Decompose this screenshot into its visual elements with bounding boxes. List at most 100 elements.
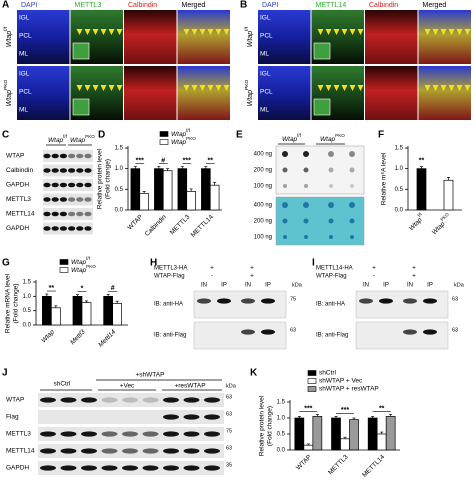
- column-header: DAPI: [262, 2, 278, 9]
- band: [423, 298, 437, 304]
- x-tick-label: Wtap: [40, 328, 56, 344]
- arrowhead: [440, 85, 447, 91]
- label-sup: f/f: [3, 26, 9, 31]
- bar: [162, 170, 173, 211]
- layer-label: ML: [260, 107, 269, 114]
- column-header: Merged: [182, 2, 206, 9]
- band: [423, 329, 437, 335]
- panel-letter: J: [2, 368, 8, 379]
- band: [197, 298, 211, 304]
- inset: [72, 42, 90, 60]
- arrowhead: [223, 85, 230, 91]
- band: [84, 197, 92, 202]
- legend-swatch: [307, 370, 317, 376]
- band: [68, 197, 76, 202]
- sign: -: [373, 273, 375, 280]
- y-tick-label: 1.5: [23, 280, 32, 286]
- marker: 63: [452, 296, 458, 302]
- band: [43, 153, 51, 159]
- micrograph: [418, 66, 471, 120]
- label-sup: PKO: [85, 134, 95, 139]
- band: [81, 397, 97, 403]
- label-sup: PKO: [3, 79, 9, 90]
- band: [163, 397, 179, 403]
- band: [76, 197, 84, 202]
- lane-label: IP: [383, 283, 389, 289]
- band: [163, 414, 179, 420]
- arrowhead: [349, 29, 356, 35]
- legend-label: WtapPKO: [171, 136, 196, 146]
- panel-letter: A: [2, 0, 9, 11]
- unit: kDa: [454, 282, 465, 288]
- marker: 35: [226, 462, 232, 468]
- band-label: METTL14: [6, 211, 35, 218]
- y-axis-label: Relative protein level: [97, 148, 104, 209]
- arrowhead: [325, 85, 332, 91]
- micrograph: [418, 10, 471, 64]
- band: [142, 431, 159, 437]
- panel-letter: K: [250, 368, 258, 379]
- arrowhead: [432, 29, 439, 35]
- marker: 63: [226, 445, 232, 451]
- band: [40, 465, 56, 471]
- label-sup: f/f: [417, 211, 424, 218]
- band: [40, 397, 56, 403]
- label-sup: PKO: [440, 212, 451, 223]
- dot: [329, 184, 333, 188]
- y-tick-label: 1.5: [115, 146, 124, 152]
- significance: **: [419, 157, 425, 164]
- significance: ***: [304, 405, 312, 412]
- dot: [282, 151, 288, 157]
- marker: 75: [226, 428, 232, 434]
- band-label: Flag: [6, 414, 19, 421]
- legend-label: Wtapf/f: [71, 256, 91, 266]
- dot: [282, 167, 288, 173]
- label-base: Wtap: [431, 220, 447, 236]
- band: [101, 431, 118, 437]
- arrowhead: [456, 29, 463, 35]
- row-label: Wtapf/f: [244, 26, 254, 47]
- arrowhead: [464, 85, 471, 91]
- blot-label: IB: anti-HA: [316, 302, 345, 308]
- band-label: WTAP: [6, 397, 24, 404]
- band: [84, 226, 92, 231]
- band: [84, 211, 92, 217]
- legend-swatch: [159, 131, 169, 137]
- layer-label: PCL: [260, 89, 273, 96]
- significance: #: [111, 285, 115, 292]
- panel-letter: E: [236, 130, 243, 141]
- y-axis-label: Relative protein level: [259, 395, 266, 456]
- dot: [282, 202, 288, 208]
- band-label: METTL3: [6, 431, 31, 438]
- arrowhead: [116, 29, 123, 35]
- y-axis-label: (Fold change): [267, 406, 274, 446]
- lane-header: Wtapf/f: [282, 133, 302, 143]
- arrowhead: [341, 85, 348, 91]
- layer-label: IGL: [260, 15, 271, 22]
- dot: [349, 151, 355, 157]
- arrowhead: [199, 85, 206, 91]
- band: [122, 465, 138, 471]
- dot: [303, 167, 309, 173]
- label-sup: f/f: [244, 26, 250, 31]
- row-label: WtapPKO: [244, 79, 254, 106]
- band: [84, 182, 92, 188]
- layer-label: IGL: [19, 15, 30, 22]
- band-label: Calbindin: [6, 167, 33, 174]
- band: [101, 465, 118, 471]
- lane-header: Wtapf/f: [48, 134, 68, 144]
- micrograph: [124, 66, 177, 120]
- sign: +: [412, 273, 416, 280]
- y-tick-label: 0.0: [395, 208, 404, 214]
- arrowhead: [116, 85, 123, 91]
- lane-label: IN: [201, 283, 207, 289]
- arrowhead: [215, 85, 222, 91]
- label-base: Wtap: [71, 267, 87, 274]
- amount-label: 100 ng: [254, 184, 272, 190]
- band: [204, 465, 220, 471]
- arrowhead: [215, 29, 222, 35]
- band: [241, 298, 255, 304]
- band: [183, 465, 200, 471]
- arrowhead: [92, 85, 99, 91]
- band: [84, 153, 92, 159]
